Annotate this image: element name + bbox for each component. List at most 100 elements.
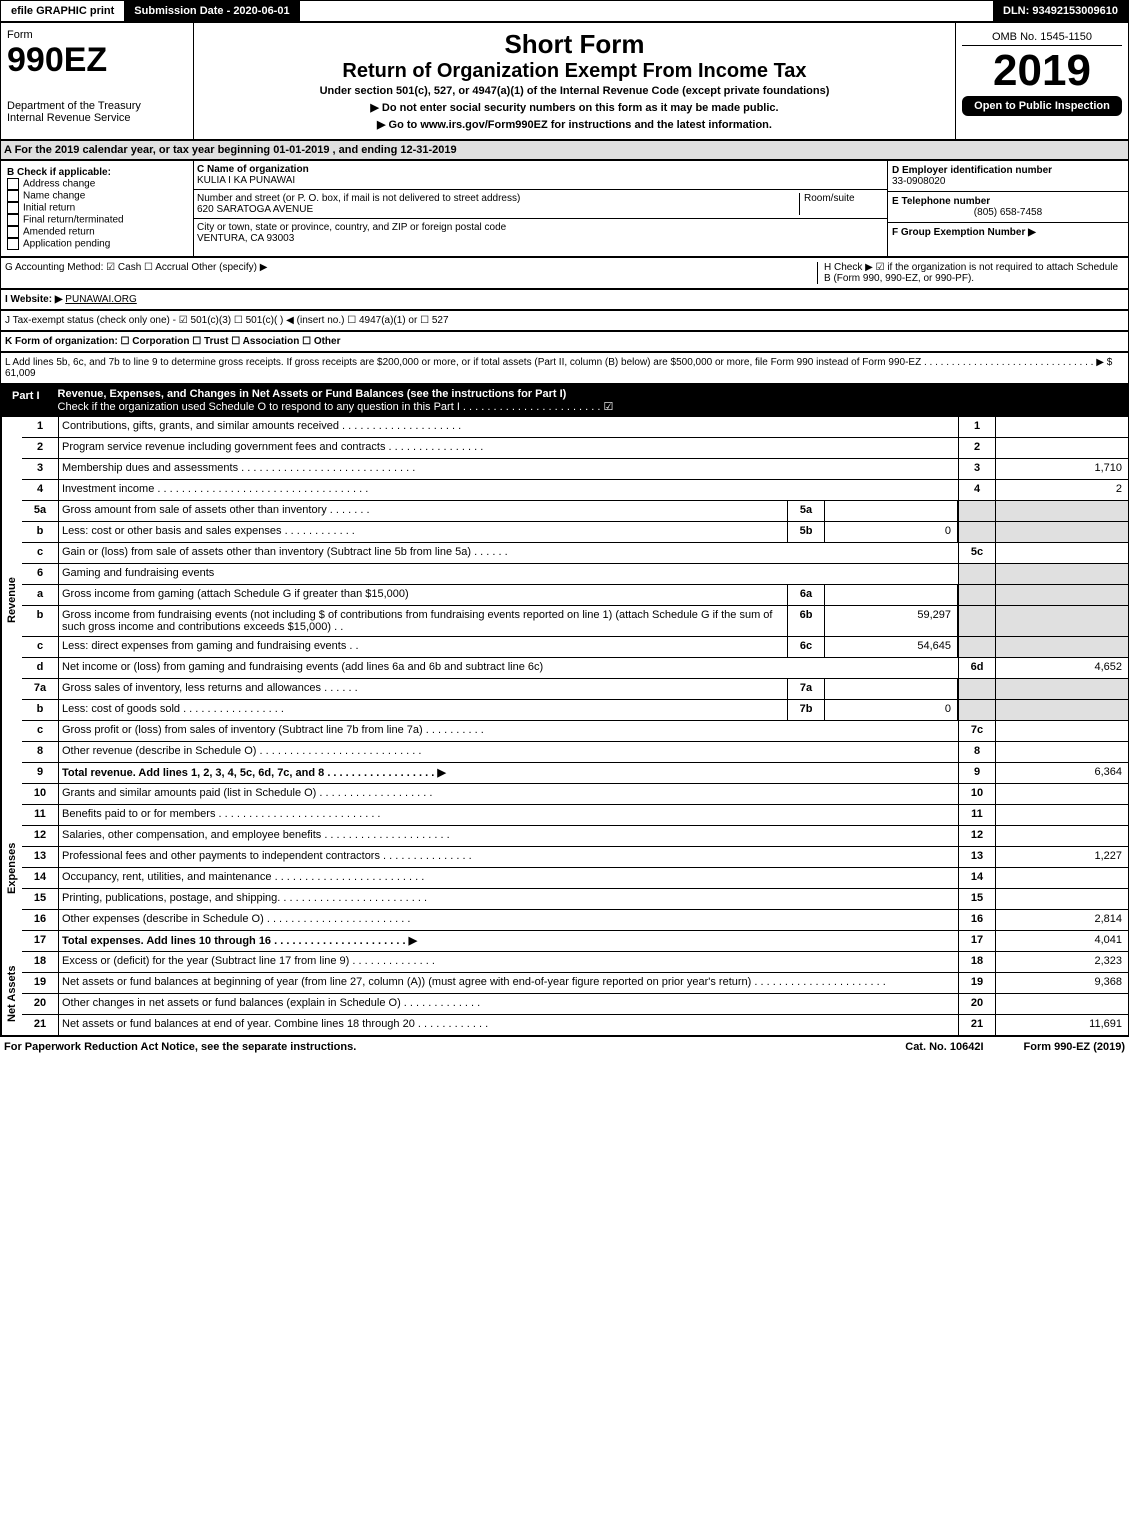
part-1-title: Revenue, Expenses, and Changes in Net As… bbox=[58, 388, 567, 400]
k-form-of-org: K Form of organization: ☐ Corporation ☐ … bbox=[0, 331, 1129, 352]
line-9: Total revenue. Add lines 1, 2, 3, 4, 5c,… bbox=[59, 763, 958, 783]
expenses-side-label: Expenses bbox=[1, 784, 22, 952]
e-label: E Telephone number bbox=[892, 196, 990, 207]
line-19: Net assets or fund balances at beginning… bbox=[59, 973, 958, 993]
line-5c: Gain or (loss) from sale of assets other… bbox=[59, 543, 958, 563]
street-address: 620 SARATOGA AVENUE bbox=[197, 204, 313, 215]
phone: (805) 658-7458 bbox=[892, 207, 1124, 218]
short-form-title: Short Form bbox=[200, 29, 949, 60]
i-label: I Website: ▶ bbox=[5, 294, 63, 305]
submission-date: Submission Date - 2020-06-01 bbox=[124, 1, 299, 21]
line-7a: Gross sales of inventory, less returns a… bbox=[59, 679, 787, 699]
line-2: Program service revenue including govern… bbox=[59, 438, 958, 458]
line-7b: Less: cost of goods sold . . . . . . . .… bbox=[59, 700, 787, 720]
line-21-amt: 11,691 bbox=[995, 1015, 1128, 1035]
h-schedule-b: H Check ▶ ☑ if the organization is not r… bbox=[817, 262, 1124, 284]
line-7b-amt: 0 bbox=[825, 700, 958, 720]
room-suite-label: Room/suite bbox=[799, 193, 884, 215]
line-21: Net assets or fund balances at end of ye… bbox=[59, 1015, 958, 1035]
line-10: Grants and similar amounts paid (list in… bbox=[59, 784, 958, 804]
top-bar: efile GRAPHIC print Submission Date - 20… bbox=[0, 0, 1129, 22]
form-ref: Form 990-EZ (2019) bbox=[1024, 1041, 1125, 1053]
line-6b: Gross income from fundraising events (no… bbox=[59, 606, 787, 636]
org-name: KULIA I KA PUNAWAI bbox=[197, 175, 295, 186]
c-label: C Name of organization bbox=[197, 164, 309, 175]
line-3: Membership dues and assessments . . . . … bbox=[59, 459, 958, 479]
line-11: Benefits paid to or for members . . . . … bbox=[59, 805, 958, 825]
line-17-amt: 4,041 bbox=[995, 931, 1128, 951]
line-9-amt: 6,364 bbox=[995, 763, 1128, 783]
open-public-inspection: Open to Public Inspection bbox=[962, 96, 1122, 116]
line-16-amt: 2,814 bbox=[995, 910, 1128, 930]
line-13: Professional fees and other payments to … bbox=[59, 847, 958, 867]
opt-address-change[interactable]: Address change bbox=[23, 179, 95, 190]
line-4: Investment income . . . . . . . . . . . … bbox=[59, 480, 958, 500]
entity-block: B Check if applicable: Address change Na… bbox=[0, 160, 1129, 257]
omb-no: OMB No. 1545-1150 bbox=[962, 29, 1122, 46]
line-7c: Gross profit or (loss) from sales of inv… bbox=[59, 721, 958, 741]
line-5a: Gross amount from sale of assets other t… bbox=[59, 501, 787, 521]
line-6d: Net income or (loss) from gaming and fun… bbox=[59, 658, 958, 678]
ein: 33-0908020 bbox=[892, 176, 945, 187]
line-1: Contributions, gifts, grants, and simila… bbox=[59, 417, 958, 437]
cat-no: Cat. No. 10642I bbox=[905, 1041, 983, 1053]
line-3-amt: 1,710 bbox=[995, 459, 1128, 479]
net-assets-side-label: Net Assets bbox=[1, 952, 22, 1035]
opt-final-return[interactable]: Final return/terminated bbox=[23, 215, 124, 226]
form-label: Form bbox=[7, 29, 187, 41]
line-6: Gaming and fundraising events bbox=[59, 564, 958, 584]
d-label: D Employer identification number bbox=[892, 165, 1052, 176]
line-6b-amt: 59,297 bbox=[825, 606, 958, 636]
dln: DLN: 93492153009610 bbox=[993, 1, 1128, 21]
g-accounting-method: G Accounting Method: ☑ Cash ☐ Accrual Ot… bbox=[5, 262, 817, 284]
paperwork-notice: For Paperwork Reduction Act Notice, see … bbox=[4, 1041, 356, 1053]
line-15: Printing, publications, postage, and shi… bbox=[59, 889, 958, 909]
irs: Internal Revenue Service bbox=[7, 112, 187, 124]
j-tax-exempt: J Tax-exempt status (check only one) - ☑… bbox=[0, 310, 1129, 331]
ssn-warning: ▶ Do not enter social security numbers o… bbox=[200, 99, 949, 116]
line-6c-amt: 54,645 bbox=[825, 637, 958, 657]
line-17: Total expenses. Add lines 10 through 16 … bbox=[59, 931, 958, 951]
opt-name-change[interactable]: Name change bbox=[23, 191, 85, 202]
line-4-amt: 2 bbox=[995, 480, 1128, 500]
line-12: Salaries, other compensation, and employ… bbox=[59, 826, 958, 846]
line-6d-amt: 4,652 bbox=[995, 658, 1128, 678]
line-20: Other changes in net assets or fund bala… bbox=[59, 994, 958, 1014]
opt-application-pending[interactable]: Application pending bbox=[23, 239, 110, 250]
line-16: Other expenses (describe in Schedule O) … bbox=[59, 910, 958, 930]
line-13-amt: 1,227 bbox=[995, 847, 1128, 867]
line-6c: Less: direct expenses from gaming and fu… bbox=[59, 637, 787, 657]
part-1-label: Part I bbox=[4, 388, 48, 413]
goto-link[interactable]: ▶ Go to www.irs.gov/Form990EZ for instru… bbox=[200, 116, 949, 133]
line-14: Occupancy, rent, utilities, and maintena… bbox=[59, 868, 958, 888]
b-label: B Check if applicable: bbox=[7, 167, 187, 178]
expenses-section: Expenses 10Grants and similar amounts pa… bbox=[0, 784, 1129, 952]
line-8: Other revenue (describe in Schedule O) .… bbox=[59, 742, 958, 762]
opt-amended-return[interactable]: Amended return bbox=[23, 227, 95, 238]
return-title: Return of Organization Exempt From Incom… bbox=[200, 60, 949, 83]
form-number: 990EZ bbox=[7, 41, 187, 80]
line-18-amt: 2,323 bbox=[995, 952, 1128, 972]
part-1-check: Check if the organization used Schedule … bbox=[58, 401, 614, 413]
dept-treasury: Department of the Treasury bbox=[7, 100, 187, 112]
revenue-section: Revenue 1Contributions, gifts, grants, a… bbox=[0, 417, 1129, 784]
page-footer: For Paperwork Reduction Act Notice, see … bbox=[0, 1036, 1129, 1057]
line-19-amt: 9,368 bbox=[995, 973, 1128, 993]
revenue-side-label: Revenue bbox=[1, 417, 22, 784]
f-label: F Group Exemption Number ▶ bbox=[892, 227, 1036, 238]
part-1-header: Part I Revenue, Expenses, and Changes in… bbox=[0, 384, 1129, 417]
city-state-zip: VENTURA, CA 93003 bbox=[197, 233, 294, 244]
opt-initial-return[interactable]: Initial return bbox=[23, 203, 75, 214]
city-label: City or town, state or province, country… bbox=[197, 222, 506, 233]
line-5b-amt: 0 bbox=[825, 522, 958, 542]
addr-label: Number and street (or P. O. box, if mail… bbox=[197, 193, 520, 204]
net-assets-section: Net Assets 18Excess or (deficit) for the… bbox=[0, 952, 1129, 1036]
website-link[interactable]: PUNAWAI.ORG bbox=[65, 294, 136, 305]
subtitle: Under section 501(c), 527, or 4947(a)(1)… bbox=[200, 83, 949, 99]
line-5b: Less: cost or other basis and sales expe… bbox=[59, 522, 787, 542]
tax-year: 2019 bbox=[962, 46, 1122, 96]
efile-print-button[interactable]: efile GRAPHIC print bbox=[1, 1, 124, 21]
line-18: Excess or (deficit) for the year (Subtra… bbox=[59, 952, 958, 972]
l-gross-receipts: L Add lines 5b, 6c, and 7b to line 9 to … bbox=[0, 352, 1129, 384]
form-header: Form 990EZ Department of the Treasury In… bbox=[0, 22, 1129, 140]
